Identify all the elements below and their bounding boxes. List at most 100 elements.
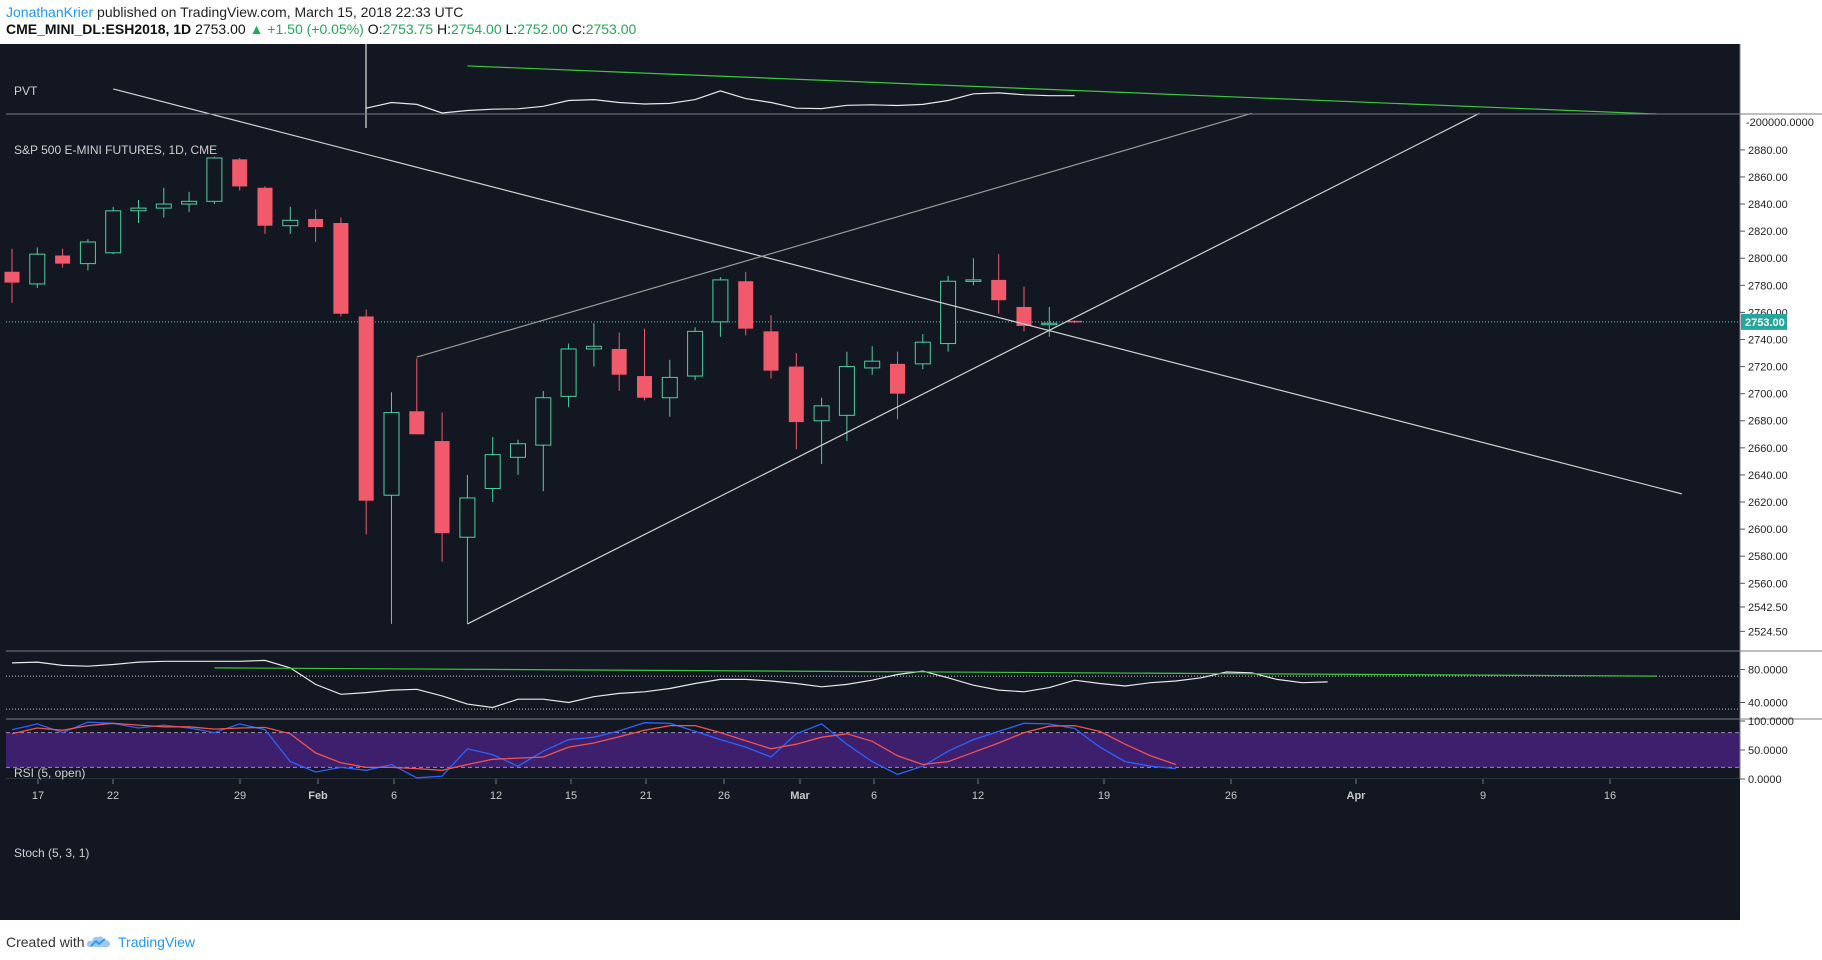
stoch-tick-label: 50.0000 (1748, 745, 1788, 757)
candle-body-up (813, 405, 830, 422)
candle-body-down (1067, 320, 1083, 323)
candle-body-up (940, 280, 957, 345)
candle-body-down (257, 187, 273, 226)
candle-body-down (409, 411, 425, 435)
price-tick-label: 2580.00 (1748, 551, 1788, 563)
pvt-trendline (467, 65, 1657, 115)
price-scale-background (1740, 44, 1822, 920)
time-tick-label: 6 (391, 790, 397, 802)
candle-body-down (358, 316, 374, 501)
candle-body-up (535, 397, 552, 446)
price-tick-label: 2542.50 (1748, 602, 1788, 614)
candle-body-up (105, 210, 122, 254)
candle-body-down (991, 279, 1007, 301)
price-title: S&P 500 E-MINI FUTURES, 1D, CME (14, 143, 217, 157)
price-tick-label: 2524.50 (1748, 626, 1788, 638)
price-tick-label: 2800.00 (1748, 253, 1788, 265)
stoch-tick-label: 0.0000 (1748, 774, 1782, 786)
candle-body-up (712, 279, 729, 323)
open-label: O: (367, 21, 383, 37)
candle-body-up (585, 345, 602, 350)
time-tick-label: 21 (640, 790, 652, 802)
time-tick-label: 22 (107, 790, 119, 802)
stoch-k-line (11, 721, 1176, 779)
chart-area[interactable]: 2524.50 2542.50 2560.00 2580.00 2600.00 2620.… (0, 44, 1822, 920)
price-change: ▲ +1.50 (+0.05%) (249, 21, 364, 37)
close-label: C: (571, 21, 586, 37)
candle-body-up (965, 279, 982, 282)
price-tick-label: 2820.00 (1748, 226, 1788, 238)
time-tick-label: 19 (1098, 790, 1110, 802)
last-price-tag (1741, 313, 1787, 330)
candle-body-up (79, 241, 96, 265)
candle-body-up (838, 366, 855, 416)
candle-body-down (434, 441, 450, 534)
price-tick-label: 2660.00 (1748, 443, 1788, 455)
time-scale[interactable]: 17 22 29 Feb 6 12 15 21 26 Mar 6 12 19 26 Apr 9 16 (6, 779, 1740, 806)
candle-body-up (206, 157, 223, 202)
time-tick-label: Feb (308, 790, 328, 802)
publish-header: JonathanKrier published on TradingView.c… (0, 0, 1822, 44)
candle-body-up (155, 203, 172, 209)
candle-body-up (914, 341, 931, 365)
price-tick-label: 2880.00 (1748, 145, 1788, 157)
pvt-line (366, 90, 1075, 114)
candle-body-down (738, 281, 754, 329)
publisher-link[interactable]: JonathanKrier (6, 4, 94, 20)
time-tick-label: 16 (1604, 790, 1616, 802)
price-tick-label: 2840.00 (1748, 199, 1788, 211)
high-value: 2754.00 (451, 21, 502, 37)
time-tick-label: 29 (234, 790, 246, 802)
pvt-title: PVT (14, 84, 38, 98)
candle-body-up (383, 412, 400, 496)
price-tick-label: 2860.00 (1748, 172, 1788, 184)
pvt-tick-label: -200000.0000 (1746, 117, 1814, 129)
trendline (113, 88, 1682, 495)
time-tick-label: 26 (718, 790, 730, 802)
candle-body-down (611, 348, 627, 375)
candle-body-down (890, 363, 905, 394)
price-tick-label: 2780.00 (1748, 280, 1788, 292)
rsi-pane (6, 659, 1740, 710)
footer: Created with TradingView (0, 920, 1822, 960)
publish-line: JonathanKrier published on TradingView.c… (6, 4, 463, 20)
candle-body-up (687, 330, 704, 377)
tradingview-link[interactable]: TradingView (118, 934, 196, 950)
price-scale[interactable]: 2524.50 2542.50 2560.00 2580.00 2600.00 2620.… (6, 44, 1822, 786)
time-tick-label: Mar (790, 790, 810, 802)
candle-body-down (763, 331, 779, 371)
price-tick-label: 2600.00 (1748, 524, 1788, 536)
plot-background (6, 44, 1740, 906)
candle-body-down (308, 218, 324, 228)
price-tick-label: 2640.00 (1748, 470, 1788, 482)
low-value: 2752.00 (517, 21, 568, 37)
candle-body-up (1041, 322, 1058, 326)
stoch-pane (6, 721, 1740, 779)
rsi-line (11, 659, 1328, 709)
candle-body-up (560, 348, 577, 397)
candle-body-down (232, 159, 248, 187)
trendline (416, 112, 1252, 358)
price-tick-label: 2720.00 (1748, 362, 1788, 374)
time-tick-label: 12 (972, 790, 984, 802)
rsi-title: RSI (5, open) (14, 766, 85, 780)
candle-body-up (29, 253, 46, 285)
symbol-label: CME_MINI_DL:ESH2018, 1D (6, 21, 192, 37)
stoch-title: Stoch (5, 3, 1) (14, 846, 89, 860)
time-tick-label: 12 (490, 790, 502, 802)
published-text: published on TradingView.com, March 15, … (93, 4, 464, 20)
price-tick-label: 2680.00 (1748, 416, 1788, 428)
rsi-tick-label: 80.0000 (1748, 665, 1788, 677)
tradingview-cloud-icon (86, 936, 110, 947)
candle-body-down (788, 366, 804, 423)
price-tick-label: 2700.00 (1748, 389, 1788, 401)
rsi-trendline (214, 667, 1657, 677)
candle-body-up (130, 207, 147, 212)
symbol-ohlc-line: CME_MINI_DL:ESH2018, 1D 2753.00 ▲ +1.50 … (6, 21, 636, 37)
price-tick-label: 2560.00 (1748, 578, 1788, 590)
candle-body-up (864, 360, 881, 369)
trendline (467, 112, 1480, 625)
candle-body-down (1016, 306, 1032, 326)
created-with-text: Created with (6, 934, 85, 950)
close-value: 2753.00 (585, 21, 637, 37)
